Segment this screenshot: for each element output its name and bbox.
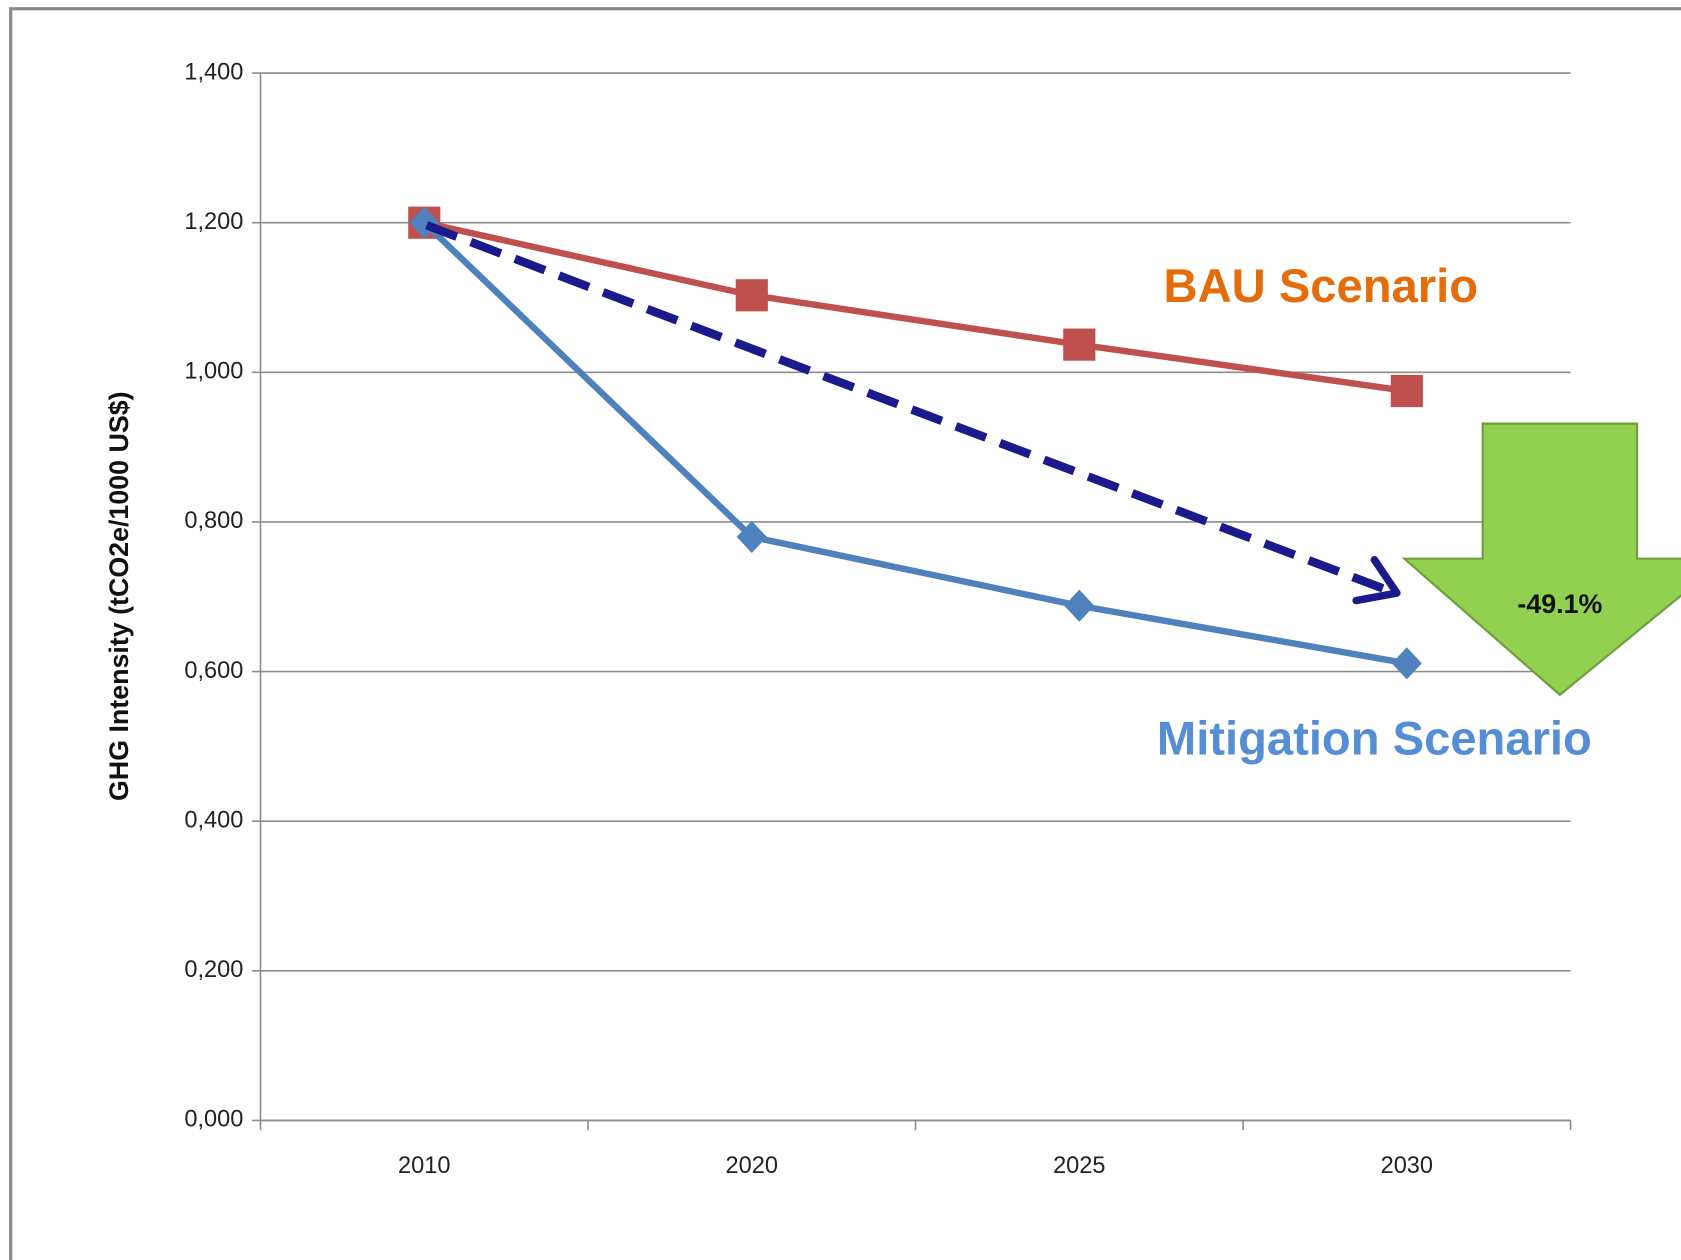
series-line <box>423 219 1408 395</box>
x-tick-label: 2030 <box>1381 1152 1433 1178</box>
y-tick-label: 0,000 <box>184 1106 243 1132</box>
reduction-arrow <box>1401 422 1681 697</box>
marker <box>1390 374 1423 408</box>
marker <box>1064 589 1095 622</box>
y-tick-label: 0,600 <box>184 657 243 683</box>
trend-arrow <box>425 221 1391 595</box>
y-tick-label: 1,000 <box>184 358 243 384</box>
x-tick-label: 2020 <box>726 1152 778 1178</box>
x-tick-label: 2010 <box>398 1152 450 1178</box>
chart-frame <box>9 7 1681 1260</box>
marker <box>735 279 768 312</box>
trend-arrowhead <box>1352 556 1401 605</box>
plot-area: 0,000 0,200 0,400 0,600 0,800 1,000 1,200 1,400… <box>184 58 1592 1178</box>
x-tick-label: 2025 <box>1053 1152 1105 1178</box>
marker <box>1063 328 1096 361</box>
series-label: Mitigation Scenario <box>1157 711 1592 764</box>
marker <box>736 520 767 553</box>
marker <box>1391 647 1422 680</box>
y-tick-label: 0,400 <box>184 806 243 832</box>
y-tick-label: 1,400 <box>184 58 243 84</box>
y-tick-label: 1,200 <box>184 208 243 234</box>
reduction-label: -49.1% <box>1517 589 1602 619</box>
series-line <box>422 220 1408 667</box>
series-label: BAU Scenario <box>1164 259 1478 312</box>
y-tick-label: 0,800 <box>184 507 243 533</box>
y-tick-label: 0,200 <box>184 956 243 982</box>
y-axis-label: GHG Intensity (tCO2e/1000 US$) <box>104 391 134 801</box>
